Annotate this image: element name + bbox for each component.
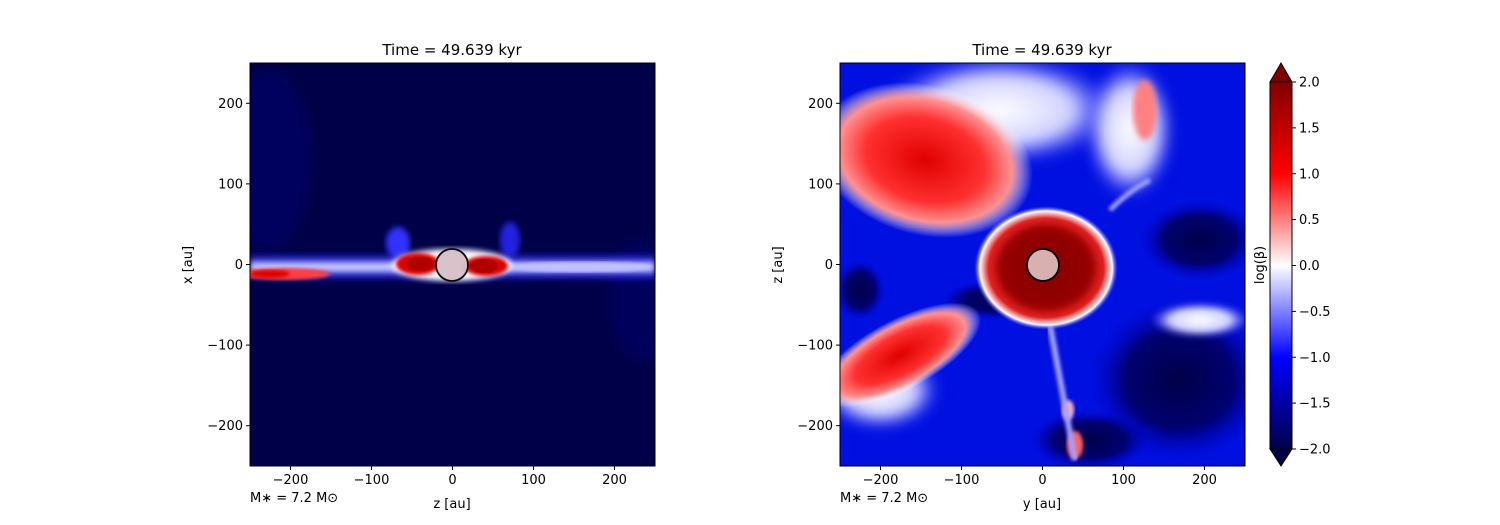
left-x-label: z [au] <box>433 497 470 512</box>
colorbar-tick-label: −2.0 <box>1299 443 1331 458</box>
y-tick-label: 200 <box>808 97 833 112</box>
right-title: Time = 49.639 kyr <box>971 41 1112 59</box>
left-title: Time = 49.639 kyr <box>381 41 522 59</box>
left-y-label: x [au] <box>181 246 196 284</box>
x-tick-label: 0 <box>1038 473 1046 488</box>
x-tick-label: −200 <box>273 473 309 488</box>
left-y-ticks: −200 −100 0 100 200 <box>207 97 250 434</box>
y-tick-label: 100 <box>218 177 243 192</box>
x-tick-label: 0 <box>448 473 456 488</box>
left-x-ticks: −200 −100 0 100 200 <box>273 466 627 488</box>
y-tick-label: −200 <box>207 419 243 434</box>
colorbar-top-extension <box>1269 62 1293 83</box>
right-sink-circle <box>1026 248 1060 282</box>
colorbar-tick-label: 2.0 <box>1299 76 1320 91</box>
colorbar-label: log(β) <box>1253 246 1268 284</box>
colorbar-tick-label: 1.5 <box>1299 121 1320 136</box>
left-panel: −200 −100 0 100 200 −200 −100 0 100 200 Time = 4… <box>181 41 656 512</box>
x-tick-label: −200 <box>863 473 899 488</box>
right-x-label: y [au] <box>1023 497 1061 512</box>
right-heatmap <box>840 63 1245 466</box>
y-tick-label: 100 <box>808 177 833 192</box>
colorbar-tick-label: 0.5 <box>1299 213 1320 228</box>
y-tick-label: −100 <box>797 339 833 354</box>
right-y-ticks: −200 −100 0 100 200 <box>797 97 840 434</box>
left-heatmap <box>250 63 655 466</box>
y-tick-label: 200 <box>218 97 243 112</box>
colorbar-ticks: 2.0 1.5 1.0 0.5 0.0 −0.5 −1.0 −1.5 −2.0 <box>1292 76 1331 458</box>
y-tick-label: 0 <box>825 258 833 273</box>
colorbar: 2.0 1.5 1.0 0.5 0.0 −0.5 −1.0 −1.5 −2.0 log(β) <box>1253 62 1331 467</box>
right-x-ticks: −200 −100 0 100 200 <box>863 466 1217 488</box>
x-tick-label: −100 <box>944 473 980 488</box>
colorbar-tick-label: 1.0 <box>1299 167 1320 182</box>
x-tick-label: 100 <box>1111 473 1136 488</box>
left-mass-annotation: M∗ = 7.2 M⊙ <box>250 491 338 506</box>
colorbar-tick-label: 0.0 <box>1299 259 1320 274</box>
y-tick-label: 0 <box>235 258 243 273</box>
right-y-label: z [au] <box>771 246 786 283</box>
y-tick-label: −200 <box>797 419 833 434</box>
x-tick-label: 200 <box>602 473 627 488</box>
colorbar-gradient <box>1269 81 1293 450</box>
x-tick-label: 200 <box>1192 473 1217 488</box>
left-sink-circle <box>435 248 469 282</box>
colorbar-tick-label: −1.5 <box>1299 397 1331 412</box>
colorbar-tick-label: −1.0 <box>1299 351 1331 366</box>
y-tick-label: −100 <box>207 339 243 354</box>
right-panel: −200 −100 0 100 200 −200 −100 0 100 200 Time = 4… <box>771 41 1246 512</box>
colorbar-tick-label: −0.5 <box>1299 305 1331 320</box>
right-mass-annotation: M∗ = 7.2 M⊙ <box>840 491 928 506</box>
x-tick-label: 100 <box>521 473 546 488</box>
x-tick-label: −100 <box>354 473 390 488</box>
colorbar-bottom-extension <box>1269 448 1293 467</box>
